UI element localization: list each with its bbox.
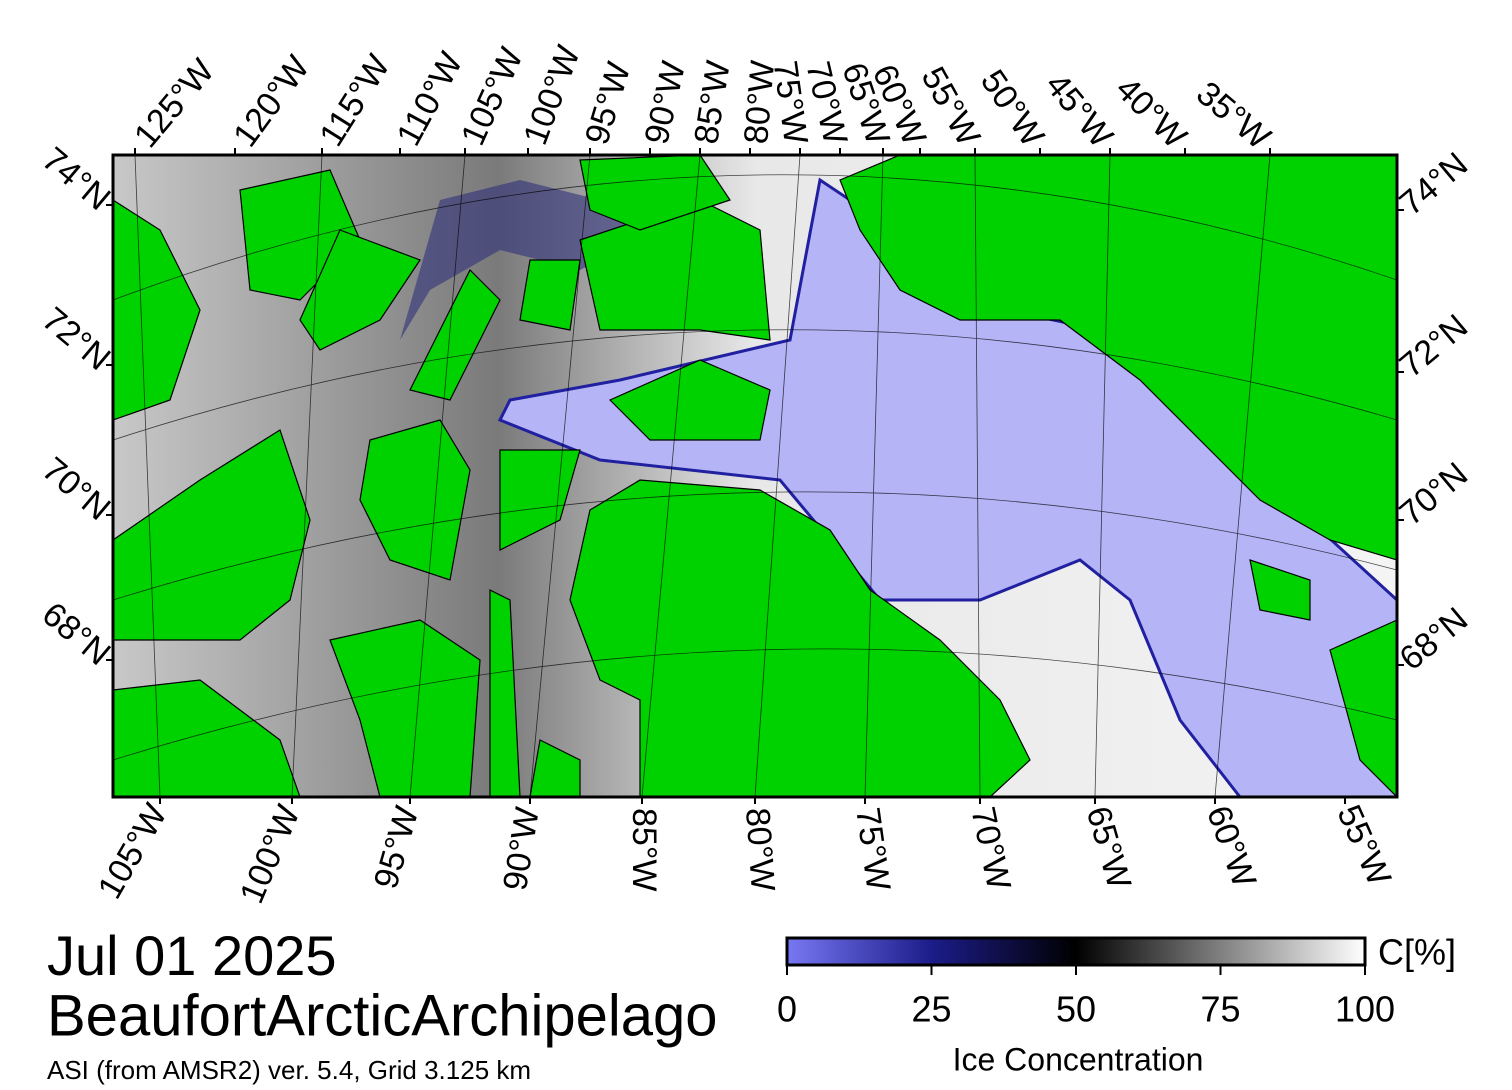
lon-label: 115°W [312,48,397,153]
lon-label: 80°W [737,59,782,146]
lon-label: 105°W [91,797,175,905]
lat-label: 72°N [35,300,118,378]
open-water [497,177,1397,797]
lon-label: 35°W [1189,74,1277,157]
map-area [113,155,1397,797]
lat-label: 68°N [1392,600,1475,678]
lon-label: 125°W [127,52,222,155]
lat-label: 74°N [35,140,118,218]
lat-label: 68°N [35,595,118,673]
graticule [113,155,1397,797]
lat-label: 70°N [1392,455,1475,533]
colorbar-tick-label: 50 [1056,989,1096,1030]
lon-label: 90°W [496,805,547,893]
lon-label: 85°W [687,58,737,146]
colorbar-tick-label: 0 [777,989,797,1030]
colorbar-tick-label: 75 [1200,989,1240,1030]
lon-label: 120°W [226,49,317,154]
lat-label: 70°N [35,450,118,528]
lon-label: 90°W [638,58,694,148]
lon-label: 65°W [1079,802,1139,893]
lon-label: 75°W [848,805,897,893]
lon-label: 70°W [963,804,1018,894]
lat-label: 74°N [1392,145,1475,223]
lon-label: 50°W [973,63,1051,153]
lon-label: 95°W [367,802,427,893]
low-ice [400,180,640,340]
lon-label: 100°W [233,800,308,909]
lon-label: 45°W [1038,66,1120,155]
lat-label: 72°N [1392,307,1475,385]
land [113,155,1397,797]
colorbar-label: Ice Concentration [953,1041,1204,1077]
colorbar-unit: C[%] [1378,932,1456,973]
lon-label: 85°W [625,808,663,892]
product: ASI (from AMSR2) ver. 5.4, Grid 3.125 km [47,1055,531,1085]
colorbar-tick-label: 100 [1335,989,1395,1030]
lon-label: 95°W [578,58,638,149]
colorbar-tick-label: 25 [911,989,951,1030]
date: Jul 01 2025 [47,924,337,987]
lon-label: 60°W [1199,801,1263,892]
region: BeaufortArcticArchipelago [47,983,718,1048]
colorbar [785,936,1367,967]
lon-label: 80°W [738,807,782,893]
lon-label: 55°W [1329,799,1398,891]
lon-label: 40°W [1108,70,1194,156]
